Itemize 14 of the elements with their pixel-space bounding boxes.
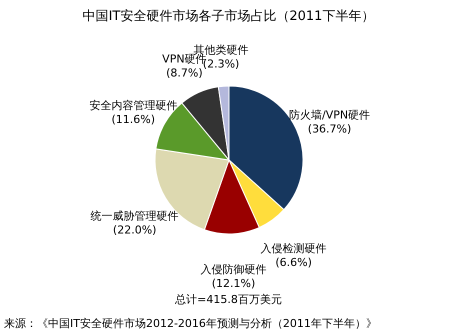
- text: 总计=415.8百万美元: [174, 293, 282, 306]
- slice-label: 入侵防御硬件: [200, 262, 266, 276]
- data-label: (8.7%): [166, 66, 203, 80]
- data-label: (12.1%): [212, 276, 256, 290]
- chart-title: 中国IT安全硬件市场各子市场占比（2011下半年）: [82, 8, 374, 24]
- slice-label: 统一威胁管理硬件: [90, 210, 179, 223]
- source-note: 来源：《中国IT安全硬件市场2012-2016年预测与分析（2011年下半年）》: [4, 317, 377, 330]
- data-label: (6.6%): [275, 256, 312, 269]
- slice-label: 入侵检测硬件: [260, 242, 327, 255]
- data-label: (11.6%): [112, 112, 156, 126]
- data-label: (22.0%): [112, 224, 156, 237]
- slice-label: 安全内容管理硬件: [89, 98, 178, 112]
- slice-label: 防火墙/VPN硬件: [288, 108, 370, 122]
- data-label: (36.7%): [308, 122, 352, 136]
